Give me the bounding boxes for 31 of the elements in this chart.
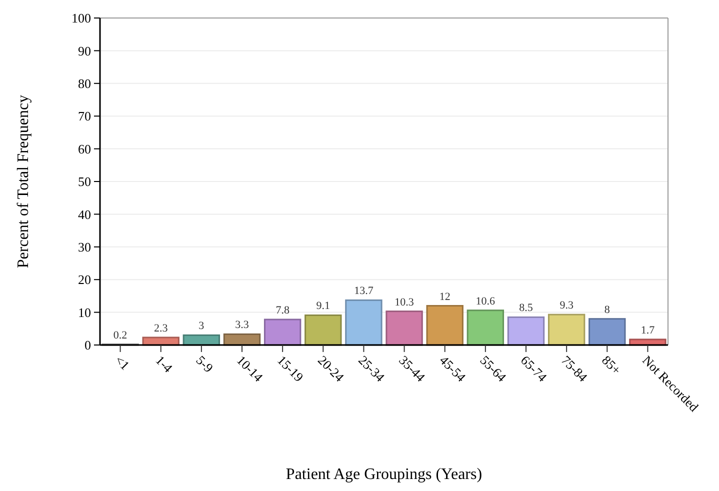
data-label: 2.3 xyxy=(154,322,168,334)
x-tick-label: <1 xyxy=(112,352,133,373)
data-label: 3 xyxy=(198,320,205,332)
data-label: 8 xyxy=(604,304,610,316)
data-label: 10.6 xyxy=(476,295,496,308)
y-tick-label: 10 xyxy=(78,304,91,320)
data-label: 3.3 xyxy=(235,319,250,332)
y-tick-label: 80 xyxy=(78,76,91,91)
y-tick-label: 60 xyxy=(78,141,91,156)
y-tick-label: 0 xyxy=(84,338,91,353)
x-tick-label: 1-4 xyxy=(152,352,176,376)
y-tick-label: 100 xyxy=(72,10,91,26)
data-label: 9.3 xyxy=(560,300,574,312)
y-tick-label: 20 xyxy=(78,272,91,288)
data-label: 7.8 xyxy=(276,304,290,316)
y-tick-label: 30 xyxy=(78,239,91,254)
data-label: 0.2 xyxy=(113,329,128,342)
data-label: 8.5 xyxy=(519,302,534,314)
y-tick-label: 40 xyxy=(78,206,91,222)
y-tick-label: 70 xyxy=(78,108,91,124)
x-tick-label: 5-9 xyxy=(193,352,216,376)
y-tick-label: 50 xyxy=(78,174,91,190)
data-label: 9.1 xyxy=(316,300,330,312)
data-label: 10.3 xyxy=(394,296,414,308)
data-label: 1.7 xyxy=(640,324,656,336)
y-tick-label: 90 xyxy=(78,43,91,58)
y-axis-title: Percent of Total Frequency xyxy=(15,94,32,268)
data-label: 12 xyxy=(439,290,450,303)
x-axis-title: Patient Age Groupings (Years) xyxy=(286,466,482,483)
x-tick-label: 85+ xyxy=(599,352,624,378)
data-label: 13.7 xyxy=(354,285,374,298)
